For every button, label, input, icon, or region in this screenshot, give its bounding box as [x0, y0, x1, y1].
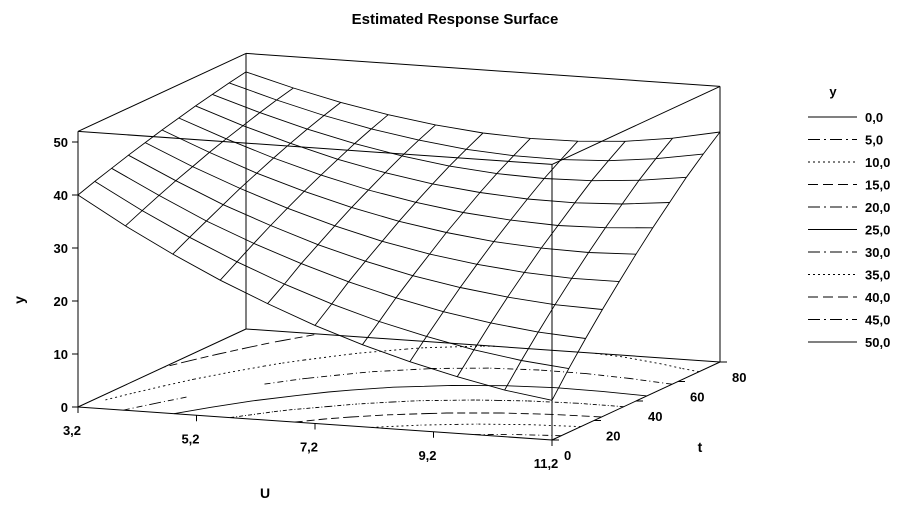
- surface-line-t-0: [77, 194, 553, 401]
- x-tick-label-0: 3,2: [63, 423, 81, 438]
- y-tick-label-60: 60: [690, 390, 704, 405]
- contour-20: [294, 412, 602, 423]
- y-tick-label-0: 0: [564, 448, 571, 463]
- axis-ticks: 0 10 20 30 40 50 3,2 5,2 7,2 9,2 11,2 0 20 40 60 80: [54, 135, 747, 471]
- contour-40: [105, 345, 700, 401]
- z-tick-label-30: 30: [54, 241, 68, 256]
- box-edge-tbl-tbr: [245, 52, 721, 87]
- z-tick-label-10: 10: [54, 347, 68, 362]
- box-edge-tfl-tfr: [77, 130, 553, 165]
- contour-10: [474, 433, 562, 437]
- surface-line-u-5.6: [219, 114, 389, 281]
- surface-line-u-9.6: [456, 141, 626, 377]
- x-tick-label-4: 11,2: [534, 456, 559, 471]
- x-tick-label-3: 9,2: [418, 448, 436, 463]
- legend-label-6: 30,0: [865, 245, 890, 260]
- box-edge-bbl-bbr: [245, 328, 721, 363]
- legend-label-5: 25,0: [865, 223, 890, 238]
- surface-line-u-4: [125, 87, 294, 227]
- surface-line-u-6.4: [267, 124, 436, 304]
- legend-label-8: 40,0: [865, 290, 890, 305]
- legend-label-0: 0,0: [865, 110, 883, 125]
- plot-box-front: [77, 85, 721, 440]
- surface-line-u-11.2: [551, 131, 721, 401]
- chart-title: Estimated Response Surface: [352, 11, 559, 28]
- y-tick-label-40: 40: [648, 409, 662, 424]
- surface-line-u-3.2: [77, 71, 247, 196]
- x-tick-label-2: 7,2: [300, 440, 318, 455]
- z-axis-label: y: [11, 296, 27, 304]
- box-edge-tfr-tbr: [551, 85, 721, 165]
- z-tick-label-20: 20: [54, 294, 68, 309]
- y-tick-label-80: 80: [732, 370, 746, 385]
- legend-label-4: 20,0: [865, 200, 890, 215]
- legend-label-2: 10,0: [865, 155, 890, 170]
- z-tick-label-50: 50: [54, 135, 68, 150]
- z-tick-label-0: 0: [61, 400, 68, 415]
- contour-35: [123, 367, 673, 411]
- surface-line-t-48: [178, 117, 653, 229]
- surface-line-u-8: [362, 138, 531, 345]
- legend-title: y: [829, 84, 837, 99]
- surface-line-t-80: [245, 71, 721, 142]
- legend: y 0,0 5,0 10,0 15,0 20,0 25,0 30,0 35,0 40,0 45,0…: [808, 84, 890, 350]
- z-tick-label-40: 40: [54, 188, 68, 203]
- legend-label-1: 5,0: [865, 133, 883, 148]
- surface-line-t-16: [111, 167, 586, 339]
- surface-line-u-4.8: [172, 102, 342, 255]
- surface-line-t-64: [212, 93, 687, 182]
- contour-45: [163, 333, 319, 368]
- surface-line-t-40: [161, 129, 637, 255]
- box-edge-bbl-bfl: [77, 328, 247, 408]
- surface-line-t-32: [144, 142, 620, 283]
- surface-line-u-8.8: [409, 140, 579, 362]
- legend-label-3: 15,0: [865, 178, 890, 193]
- base-contours: [105, 333, 700, 437]
- contour-15: [371, 423, 581, 428]
- legend-label-9: 45,0: [865, 313, 890, 328]
- y-tick-label-20: 20: [606, 429, 620, 444]
- surface-line-t-24: [128, 154, 603, 310]
- x-tick-label-1: 5,2: [181, 431, 199, 446]
- surface-mesh: [77, 71, 721, 401]
- surface-line-u-10.4: [504, 137, 673, 391]
- legend-label-10: 50,0: [865, 335, 890, 350]
- plot-box-back: [77, 52, 721, 441]
- x-axis-label: U: [260, 485, 270, 501]
- surface-line-u-7.2: [314, 132, 484, 326]
- box-edge-tbl-tfl: [77, 52, 247, 132]
- contour-30: [173, 384, 648, 415]
- y-axis-label: t: [698, 439, 703, 455]
- legend-label-7: 35,0: [865, 268, 890, 283]
